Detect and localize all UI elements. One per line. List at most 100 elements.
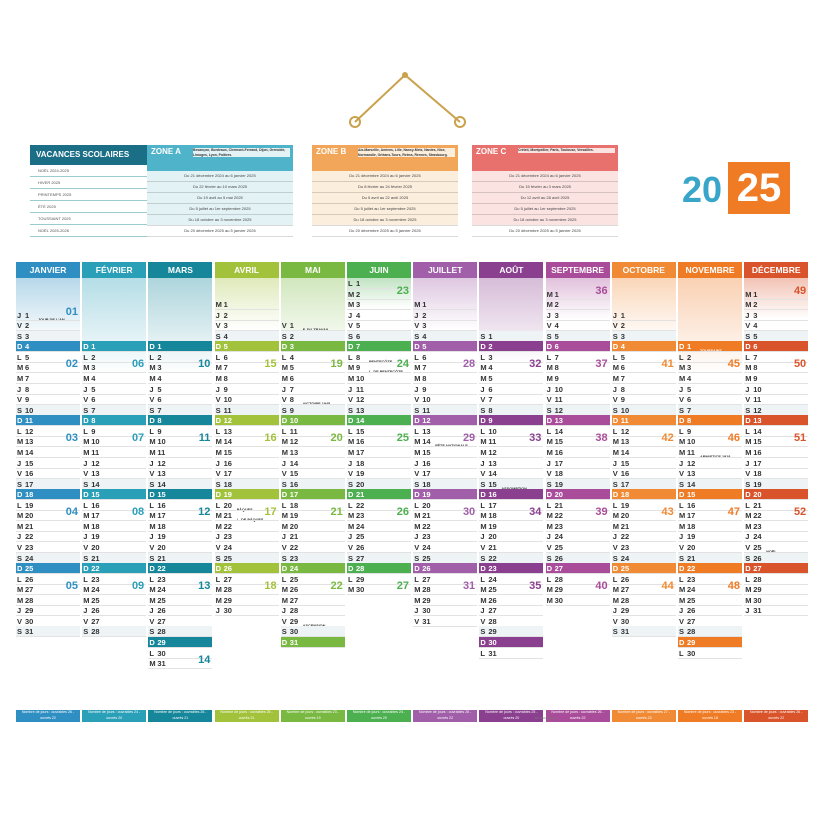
- day-number: 31: [25, 627, 34, 637]
- day-letter: M: [745, 437, 752, 447]
- day-letter: D: [546, 416, 553, 426]
- day-letter: J: [215, 458, 220, 468]
- day-number: 1: [422, 300, 427, 310]
- day-divider: [280, 435, 345, 437]
- day-number: 28: [488, 616, 497, 626]
- day-number: 28: [223, 585, 232, 595]
- day-divider: [214, 319, 279, 321]
- day-row: M 24 13: [148, 581, 213, 596]
- month-footer: Nombre de jours : ouvrables 27 - ouvrés …: [611, 710, 676, 722]
- day-row: D 20: [744, 489, 809, 501]
- day-letter: V: [348, 543, 354, 552]
- day-row: J 30: [413, 605, 478, 617]
- day-letter: V: [745, 321, 751, 331]
- day-number: 10: [422, 395, 431, 405]
- day-letter: M: [215, 363, 222, 373]
- day-letter: D: [679, 564, 685, 574]
- day-divider: [744, 330, 809, 332]
- day-letter: S: [348, 331, 354, 341]
- day-divider: [214, 456, 279, 458]
- day-row: V 12: [347, 394, 411, 406]
- day-number: 20: [157, 543, 166, 552]
- day-letter: M: [612, 437, 620, 447]
- day-row: D 11: [611, 415, 676, 427]
- day-letter: V: [679, 616, 685, 626]
- day-letter: D: [17, 416, 23, 426]
- day-letter: S: [348, 479, 354, 489]
- day-divider: [280, 393, 345, 395]
- day-number: 13: [157, 469, 166, 479]
- day-row: S 21: [678, 552, 742, 564]
- day-divider: [479, 625, 544, 627]
- day-letter: L: [348, 426, 353, 436]
- day-letter: V: [83, 469, 89, 479]
- day-divider: [280, 351, 345, 353]
- day-divider: [280, 488, 345, 490]
- day-letter: V: [414, 395, 420, 405]
- day-row: L 29: [347, 574, 411, 585]
- day-divider: [347, 351, 411, 353]
- day-letter: J: [17, 384, 22, 394]
- day-letter: M: [17, 521, 24, 531]
- day-number: 9: [157, 426, 162, 436]
- day-letter: D: [281, 342, 288, 352]
- day-number: 1: [356, 279, 361, 288]
- day-number: 12: [356, 395, 365, 405]
- day-letter: L: [745, 426, 750, 436]
- day-divider: [479, 499, 544, 501]
- zone-academies: Créteil, Montpellier, Paris, Toulouse, V…: [518, 148, 615, 153]
- day-row: V 24: [214, 542, 279, 553]
- day-divider: [280, 446, 345, 448]
- day-letter: M: [17, 595, 24, 605]
- day-row: M 10 11: [148, 433, 213, 448]
- day-letter: V: [215, 321, 221, 331]
- day-divider: [16, 583, 80, 585]
- month-footer: Nombre de jours : ouvrables 26 - ouvrés …: [545, 710, 610, 722]
- day-row: J 23: [214, 531, 279, 543]
- day-number: 26: [25, 574, 34, 584]
- day-letter: M: [480, 585, 487, 595]
- day-row: M 22 52: [744, 507, 809, 522]
- day-letter: L: [612, 500, 618, 510]
- day-row: J 29: [16, 605, 80, 617]
- day-divider: [678, 393, 742, 395]
- day-number: 15: [687, 490, 696, 500]
- day-row: D 22: [678, 563, 742, 575]
- day-number: 18: [554, 469, 563, 479]
- day-divider: [678, 594, 742, 596]
- day-letter: J: [149, 606, 154, 616]
- day-divider: [611, 435, 676, 437]
- day-divider: [347, 583, 411, 585]
- day-letter: J: [414, 606, 419, 616]
- day-divider: [16, 488, 80, 490]
- day-letter: D: [414, 564, 420, 574]
- day-divider: [16, 425, 80, 427]
- day-row: M 23: [545, 521, 610, 532]
- day-divider: [744, 573, 809, 575]
- day-letter: J: [83, 606, 88, 616]
- week-number: 28: [462, 358, 476, 371]
- day-divider: [744, 604, 809, 606]
- day-divider: [16, 541, 80, 543]
- week-number: 27: [396, 580, 409, 593]
- day-letter: V: [281, 395, 287, 405]
- day-letter: M: [149, 437, 156, 447]
- day-number: 30: [753, 595, 762, 605]
- day-divider: [347, 594, 411, 596]
- day-number: 2: [687, 352, 692, 362]
- week-number: 43: [661, 506, 674, 519]
- day-letter: L: [215, 574, 221, 584]
- day-letter: M: [546, 300, 553, 310]
- day-divider: [214, 393, 279, 395]
- day-row: L 19: [611, 500, 676, 511]
- day-divider: [611, 520, 676, 522]
- day-number: 7: [488, 395, 493, 405]
- day-divider: [148, 446, 213, 448]
- day-row: L 13: [214, 426, 279, 437]
